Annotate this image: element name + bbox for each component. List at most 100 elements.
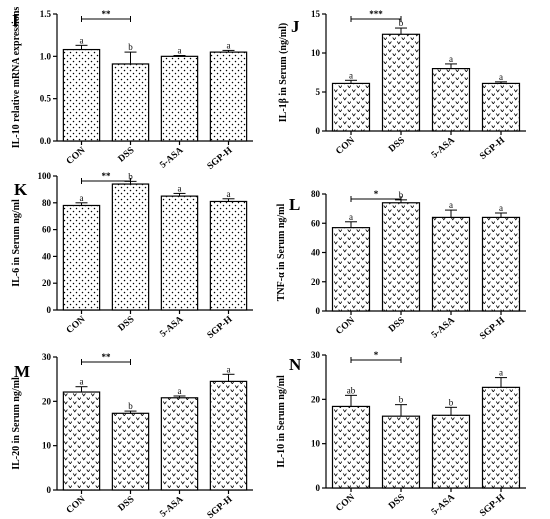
significance-letter: b bbox=[128, 171, 133, 181]
category-label: 5-ASA bbox=[430, 493, 457, 518]
significance-letter: b bbox=[128, 42, 133, 52]
category-label: SGP-H bbox=[206, 314, 235, 341]
bar-sgp-h bbox=[209, 200, 248, 311]
y-tick-label: 20 bbox=[42, 396, 52, 406]
panel-letter: J bbox=[291, 17, 300, 36]
y-tick-label: 5 bbox=[316, 87, 321, 97]
bar-sgp-h bbox=[481, 82, 521, 132]
y-tick-label: 0 bbox=[316, 126, 321, 136]
bar-5-asa bbox=[431, 216, 471, 312]
bar-con bbox=[331, 405, 371, 489]
bar-dss bbox=[111, 412, 150, 491]
chart-panel-m: MIL-20 in Serum ng/ml 0 10 20 30 a CON b DSS a 5-A… bbox=[11, 352, 253, 519]
significance-letter: a bbox=[449, 54, 453, 64]
panel-letter: M bbox=[14, 362, 30, 381]
significance-letter: a bbox=[178, 45, 182, 55]
category-label: DSS bbox=[117, 495, 137, 514]
category-label: 5-ASA bbox=[158, 495, 185, 519]
y-axis-label: IL-10 relative mRNA expressions bbox=[11, 7, 22, 149]
bar-con bbox=[62, 391, 101, 491]
y-tick-label: 80 bbox=[42, 198, 52, 208]
y-tick-label: 30 bbox=[42, 352, 52, 362]
bar-dss bbox=[111, 183, 150, 311]
category-label: SGP-H bbox=[206, 145, 235, 172]
bar-5-asa bbox=[160, 195, 199, 311]
bar-sgp-h bbox=[209, 380, 248, 491]
significance-letter: a bbox=[227, 189, 231, 199]
category-label: CON bbox=[65, 315, 88, 336]
panel-letter: L bbox=[289, 195, 300, 214]
significance-letter: b bbox=[399, 395, 404, 405]
y-tick-label: 100 bbox=[38, 171, 52, 181]
category-label: CON bbox=[334, 316, 357, 337]
significance-letter: b bbox=[399, 190, 404, 200]
significance-letter: a bbox=[227, 40, 231, 50]
y-tick-label: 0 bbox=[316, 306, 321, 316]
category-label: SGP-H bbox=[478, 135, 507, 162]
bar-dss bbox=[381, 415, 421, 489]
category-label: DSS bbox=[387, 136, 407, 155]
y-tick-label: 40 bbox=[42, 251, 52, 261]
y-axis-label: IL-10 in Serum ng/ml bbox=[276, 375, 287, 468]
bar-5-asa bbox=[431, 67, 471, 132]
significance-letter: a bbox=[499, 368, 503, 378]
bar-sgp-h bbox=[481, 216, 521, 312]
significance-letter: a bbox=[178, 183, 182, 193]
significance-letter: a bbox=[178, 386, 182, 396]
chart-panel-k: KIL-6 in Serum ng/ml 0 20 40 60 80 100 a CON b DSS… bbox=[11, 171, 253, 341]
y-axis-label: TNF-α in Serum ng/ml bbox=[276, 204, 287, 302]
chart-panel-n: NIL-10 in Serum ng/ml 0 10 20 30 ab CON b DSS b 5-… bbox=[276, 350, 526, 519]
y-tick-label: 0.5 bbox=[40, 94, 52, 104]
y-tick-label: 10 bbox=[42, 441, 52, 451]
y-axis-label: IL-1β in Serum (ng/ml) bbox=[278, 23, 289, 122]
panel-letter: K bbox=[14, 180, 28, 199]
significance-letter: b bbox=[449, 397, 454, 407]
significance-letter: a bbox=[349, 70, 353, 80]
significance-letter: a bbox=[80, 377, 84, 387]
y-tick-label: 60 bbox=[311, 218, 321, 228]
y-tick-label: 0 bbox=[47, 305, 52, 315]
y-axis-label: IL-6 in Serum ng/ml bbox=[11, 199, 22, 287]
panel-letter: I bbox=[12, 11, 19, 30]
category-label: 5-ASA bbox=[430, 136, 457, 161]
significance-stars: *** bbox=[369, 9, 383, 19]
significance-letter: b bbox=[399, 18, 404, 28]
y-tick-label: 20 bbox=[42, 278, 52, 288]
y-tick-label: 1.5 bbox=[40, 9, 52, 19]
bar-dss bbox=[381, 33, 421, 132]
y-tick-label: 15 bbox=[311, 9, 321, 19]
bar-con bbox=[331, 82, 371, 132]
y-axis-label: IL-20 in Serum ng/ml bbox=[11, 377, 22, 470]
category-label: CON bbox=[334, 493, 357, 514]
significance-letter: a bbox=[499, 203, 503, 213]
y-tick-label: 1.0 bbox=[40, 51, 52, 61]
significance-stars: ** bbox=[102, 171, 112, 181]
y-tick-label: 30 bbox=[311, 350, 321, 360]
category-label: DSS bbox=[117, 146, 137, 165]
bar-sgp-h bbox=[209, 51, 248, 142]
y-tick-label: 0 bbox=[316, 483, 321, 493]
significance-stars: ** bbox=[102, 9, 112, 19]
category-label: CON bbox=[334, 136, 357, 157]
significance-stars: * bbox=[374, 189, 379, 199]
significance-letter: a bbox=[449, 200, 453, 210]
category-label: CON bbox=[65, 146, 88, 167]
significance-letter: ab bbox=[347, 385, 356, 395]
significance-letter: a bbox=[80, 193, 84, 203]
significance-letter: a bbox=[80, 35, 84, 45]
significance-letter: b bbox=[128, 401, 133, 411]
bar-5-asa bbox=[160, 55, 199, 142]
y-tick-label: 10 bbox=[311, 48, 321, 58]
bar-con bbox=[62, 48, 101, 142]
y-tick-label: 80 bbox=[311, 189, 321, 199]
y-tick-label: 20 bbox=[311, 277, 321, 287]
bar-sgp-h bbox=[481, 386, 521, 489]
y-tick-label: 60 bbox=[42, 225, 52, 235]
panel-letter: N bbox=[289, 355, 302, 374]
bar-dss bbox=[381, 202, 421, 312]
chart-panel-j: JIL-1β in Serum (ng/ml) 0 5 10 15 a CON b DSS a 5-… bbox=[278, 9, 526, 162]
category-label: DSS bbox=[117, 315, 137, 334]
category-label: 5-ASA bbox=[158, 146, 185, 171]
y-tick-label: 40 bbox=[311, 248, 321, 258]
